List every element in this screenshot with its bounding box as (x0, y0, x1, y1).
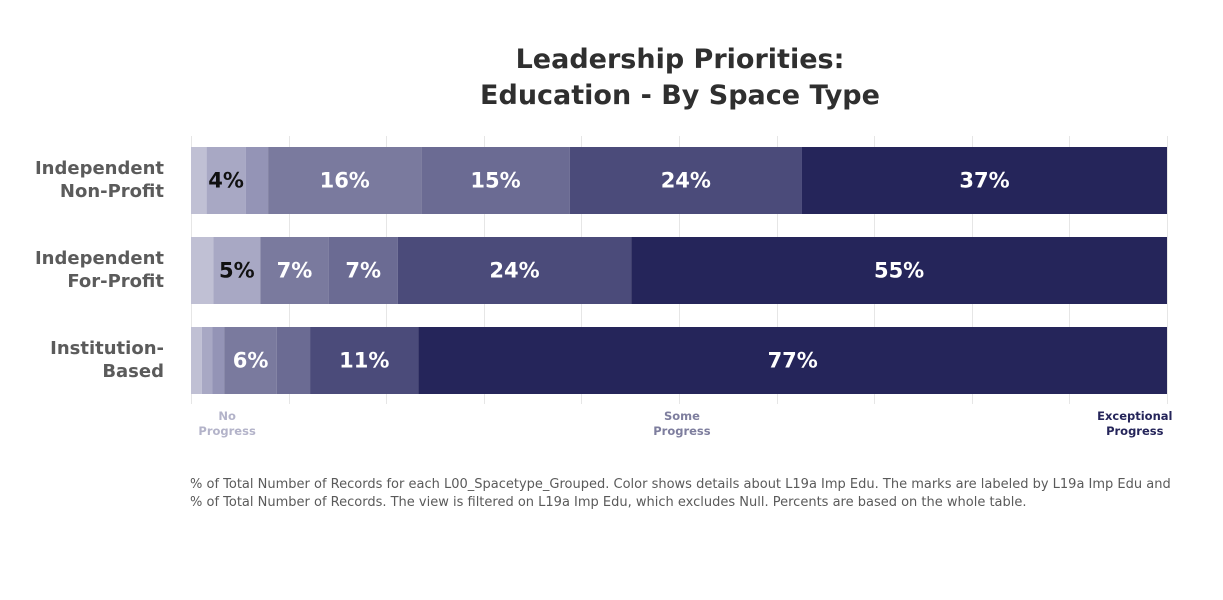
axis-tick-label: Exceptional (1097, 409, 1172, 423)
category-label: Independent (35, 248, 164, 269)
data-label: 6% (233, 349, 269, 373)
bar-segment (569, 147, 802, 214)
bar-segment (212, 327, 225, 394)
data-label: 37% (959, 169, 1009, 193)
bar-segment (310, 327, 419, 394)
bar-segment (213, 237, 261, 304)
category-label: Institution- (50, 338, 164, 359)
axis-tick-label: Progress (1106, 424, 1164, 438)
bar-segment (268, 147, 422, 214)
category-label: Independent (35, 158, 164, 179)
category-labels: IndependentNon-ProfitIndependentFor-Prof… (35, 158, 164, 382)
bar-segment (191, 147, 207, 214)
bar-segment (201, 327, 213, 394)
category-label: For-Profit (67, 271, 164, 292)
data-label: 5% (219, 259, 255, 283)
data-label: 7% (277, 259, 313, 283)
chart-title-line-2: Education - By Space Type (480, 80, 880, 111)
bar-segment (224, 327, 277, 394)
bar-segment (245, 147, 269, 214)
bar-segment (631, 237, 1167, 304)
category-label: Non-Profit (60, 181, 164, 202)
bars: 4% 16% 15% 24% 37% 5% 7% 7% 24% 55% 6% 11% 77% (191, 147, 1168, 394)
data-label: 24% (489, 259, 539, 283)
chart-title: Leadership Priorities: Education - By Sp… (190, 42, 1170, 114)
bar-segment (397, 237, 632, 304)
footnote: % of Total Number of Records for each L0… (190, 477, 1171, 510)
bar-segment (206, 147, 246, 214)
axis-tick-label: Progress (198, 424, 256, 438)
axis-tick-label: Some (664, 409, 700, 423)
data-label: 16% (320, 169, 370, 193)
data-label: 24% (661, 169, 711, 193)
chart-title-line-1: Leadership Priorities: (515, 44, 845, 75)
data-label: 7% (345, 259, 381, 283)
data-label: 15% (470, 169, 520, 193)
stacked-bar-chart: 4% 16% 15% 24% 37% 5% 7% 7% 24% 55% 6% 11% 77% Indep… (35, 136, 1172, 438)
data-label: 77% (768, 349, 818, 373)
axis-labels: NoProgressSomeProgressExceptionalProgres… (198, 409, 1172, 438)
data-label: 4% (208, 169, 244, 193)
axis-tick-label: No (218, 409, 236, 423)
bar-segment (191, 327, 202, 394)
bar-segment (801, 147, 1167, 214)
bar-segment (418, 327, 1168, 394)
bar-segment (191, 237, 214, 304)
bar-segment (421, 147, 570, 214)
data-label: 55% (874, 259, 924, 283)
axis-tick-label: Progress (653, 424, 711, 438)
category-label: Based (102, 361, 164, 382)
bar-segment (328, 237, 398, 304)
data-label: 11% (339, 349, 389, 373)
bar-segment (276, 327, 311, 394)
bar-segment (260, 237, 329, 304)
